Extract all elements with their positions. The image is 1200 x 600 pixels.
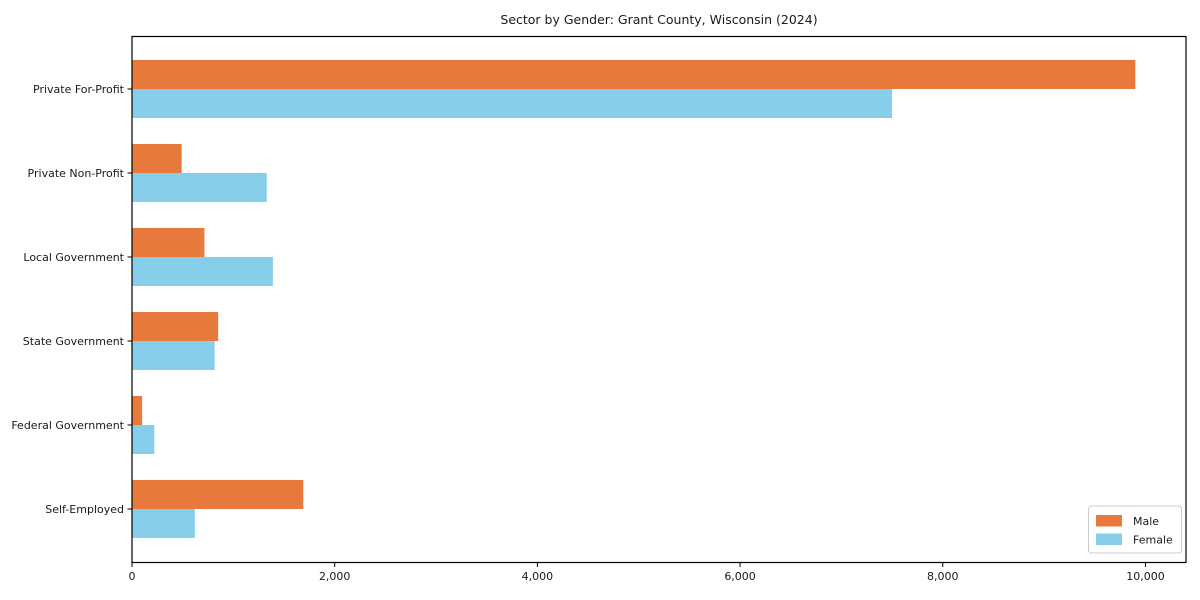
legend: Male Female [1088,505,1182,554]
legend-swatch-male [1096,515,1122,527]
x-tick-label: 10,000 [1126,570,1165,583]
bar-male-5 [132,480,304,509]
bar-male-1 [132,144,182,173]
bar-male-2 [132,228,205,257]
plot-frame [131,35,1187,564]
bar-male-4 [132,396,143,425]
bar-female-2 [132,257,273,286]
x-tick-label: 2,000 [319,570,351,583]
y-tick-label: Private Non-Profit [28,167,125,180]
bar-male-3 [132,312,219,341]
bar-female-3 [132,341,215,370]
bar-female-1 [132,173,267,202]
legend-swatch-female [1096,533,1122,545]
x-tick-label: 8,000 [927,570,959,583]
x-tick-label: 4,000 [522,570,554,583]
bar-female-5 [132,509,195,538]
y-tick-label: Federal Government [11,419,124,432]
x-tick-label: 6,000 [724,570,756,583]
y-tick-label: Private For-Profit [33,83,125,96]
bar-female-4 [132,425,155,454]
y-tick-label: Self-Employed [45,503,124,516]
x-tick-label: 0 [129,570,136,583]
legend-label-male: Male [1133,515,1159,528]
bar-male-0 [132,60,1136,89]
y-tick-label: Local Government [23,251,124,264]
y-tick-label: State Government [23,335,125,348]
chart-title: Sector by Gender: Grant County, Wisconsi… [500,12,818,27]
bar-female-0 [132,89,893,118]
legend-label-female: Female [1133,534,1173,547]
